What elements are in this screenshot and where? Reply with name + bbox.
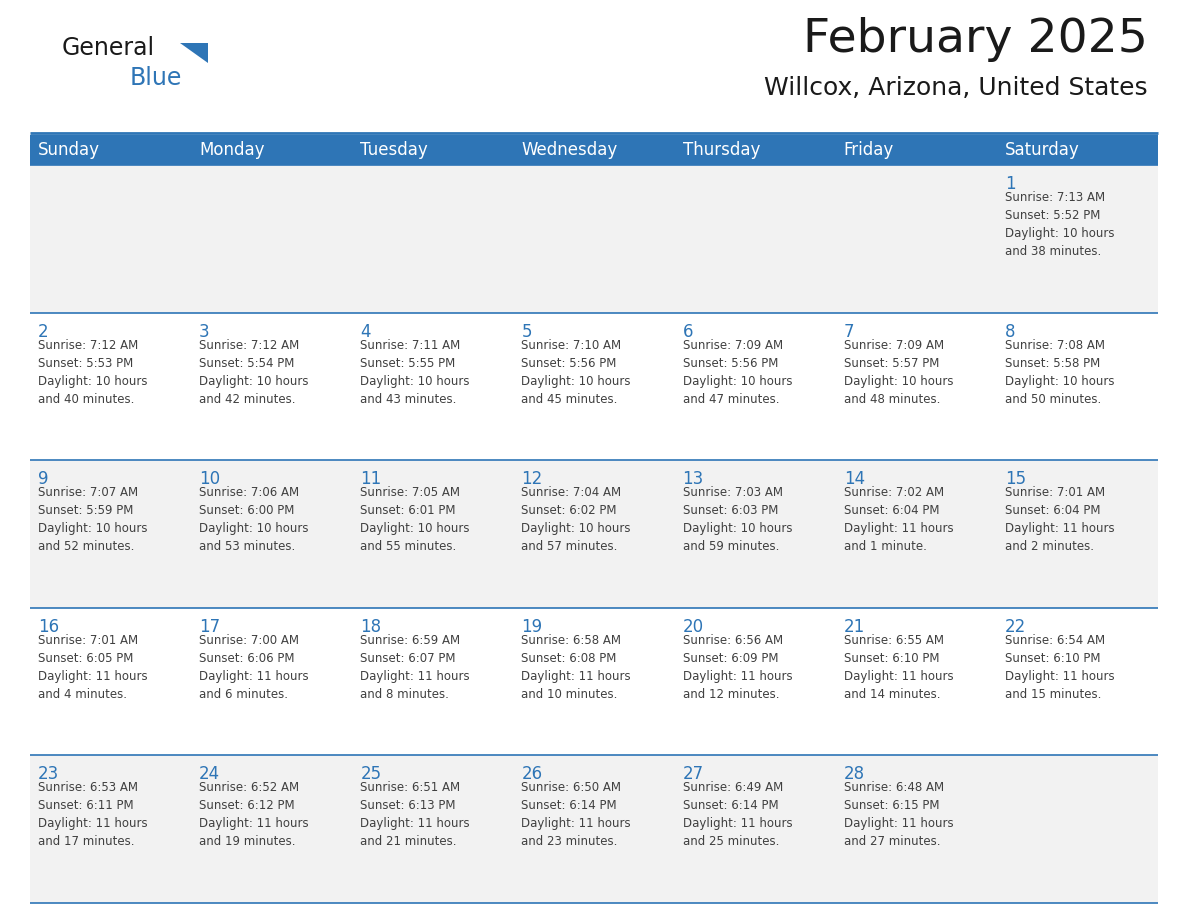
Text: 20: 20 <box>683 618 703 636</box>
Text: 12: 12 <box>522 470 543 488</box>
Text: Sunrise: 6:52 AM
Sunset: 6:12 PM
Daylight: 11 hours
and 19 minutes.: Sunrise: 6:52 AM Sunset: 6:12 PM Dayligh… <box>200 781 309 848</box>
Text: Thursday: Thursday <box>683 141 760 159</box>
Text: Sunrise: 7:01 AM
Sunset: 6:05 PM
Daylight: 11 hours
and 4 minutes.: Sunrise: 7:01 AM Sunset: 6:05 PM Dayligh… <box>38 633 147 700</box>
Text: General: General <box>62 36 156 60</box>
Text: 10: 10 <box>200 470 220 488</box>
Text: 22: 22 <box>1005 618 1026 636</box>
Text: 15: 15 <box>1005 470 1026 488</box>
Text: 5: 5 <box>522 322 532 341</box>
Text: 4: 4 <box>360 322 371 341</box>
Text: Sunrise: 7:03 AM
Sunset: 6:03 PM
Daylight: 10 hours
and 59 minutes.: Sunrise: 7:03 AM Sunset: 6:03 PM Dayligh… <box>683 487 792 554</box>
Text: Sunrise: 7:12 AM
Sunset: 5:53 PM
Daylight: 10 hours
and 40 minutes.: Sunrise: 7:12 AM Sunset: 5:53 PM Dayligh… <box>38 339 147 406</box>
Text: Sunrise: 7:01 AM
Sunset: 6:04 PM
Daylight: 11 hours
and 2 minutes.: Sunrise: 7:01 AM Sunset: 6:04 PM Dayligh… <box>1005 487 1114 554</box>
Text: Sunrise: 7:12 AM
Sunset: 5:54 PM
Daylight: 10 hours
and 42 minutes.: Sunrise: 7:12 AM Sunset: 5:54 PM Dayligh… <box>200 339 309 406</box>
Text: Sunrise: 7:13 AM
Sunset: 5:52 PM
Daylight: 10 hours
and 38 minutes.: Sunrise: 7:13 AM Sunset: 5:52 PM Dayligh… <box>1005 191 1114 258</box>
Bar <box>30 608 1158 756</box>
Text: February 2025: February 2025 <box>803 17 1148 62</box>
Text: 28: 28 <box>843 766 865 783</box>
Text: 1: 1 <box>1005 175 1016 193</box>
Text: Sunrise: 6:56 AM
Sunset: 6:09 PM
Daylight: 11 hours
and 12 minutes.: Sunrise: 6:56 AM Sunset: 6:09 PM Dayligh… <box>683 633 792 700</box>
Text: 26: 26 <box>522 766 543 783</box>
Text: 16: 16 <box>38 618 59 636</box>
Text: 17: 17 <box>200 618 220 636</box>
Text: Sunday: Sunday <box>38 141 100 159</box>
Bar <box>30 165 1158 313</box>
Text: Sunrise: 7:00 AM
Sunset: 6:06 PM
Daylight: 11 hours
and 6 minutes.: Sunrise: 7:00 AM Sunset: 6:06 PM Dayligh… <box>200 633 309 700</box>
Text: Sunrise: 7:09 AM
Sunset: 5:57 PM
Daylight: 10 hours
and 48 minutes.: Sunrise: 7:09 AM Sunset: 5:57 PM Dayligh… <box>843 339 953 406</box>
Text: Sunrise: 6:59 AM
Sunset: 6:07 PM
Daylight: 11 hours
and 8 minutes.: Sunrise: 6:59 AM Sunset: 6:07 PM Dayligh… <box>360 633 470 700</box>
Text: Sunrise: 6:50 AM
Sunset: 6:14 PM
Daylight: 11 hours
and 23 minutes.: Sunrise: 6:50 AM Sunset: 6:14 PM Dayligh… <box>522 781 631 848</box>
Text: Sunrise: 7:10 AM
Sunset: 5:56 PM
Daylight: 10 hours
and 45 minutes.: Sunrise: 7:10 AM Sunset: 5:56 PM Dayligh… <box>522 339 631 406</box>
Text: 14: 14 <box>843 470 865 488</box>
Text: Saturday: Saturday <box>1005 141 1080 159</box>
Text: Tuesday: Tuesday <box>360 141 428 159</box>
Text: Sunrise: 6:55 AM
Sunset: 6:10 PM
Daylight: 11 hours
and 14 minutes.: Sunrise: 6:55 AM Sunset: 6:10 PM Dayligh… <box>843 633 953 700</box>
Text: Monday: Monday <box>200 141 265 159</box>
Text: Sunrise: 6:54 AM
Sunset: 6:10 PM
Daylight: 11 hours
and 15 minutes.: Sunrise: 6:54 AM Sunset: 6:10 PM Dayligh… <box>1005 633 1114 700</box>
Text: Sunrise: 7:02 AM
Sunset: 6:04 PM
Daylight: 11 hours
and 1 minute.: Sunrise: 7:02 AM Sunset: 6:04 PM Dayligh… <box>843 487 953 554</box>
Text: 19: 19 <box>522 618 543 636</box>
Text: Sunrise: 7:09 AM
Sunset: 5:56 PM
Daylight: 10 hours
and 47 minutes.: Sunrise: 7:09 AM Sunset: 5:56 PM Dayligh… <box>683 339 792 406</box>
Text: Sunrise: 7:05 AM
Sunset: 6:01 PM
Daylight: 10 hours
and 55 minutes.: Sunrise: 7:05 AM Sunset: 6:01 PM Dayligh… <box>360 487 469 554</box>
Text: Friday: Friday <box>843 141 893 159</box>
Text: Blue: Blue <box>129 66 183 90</box>
Text: Sunrise: 7:08 AM
Sunset: 5:58 PM
Daylight: 10 hours
and 50 minutes.: Sunrise: 7:08 AM Sunset: 5:58 PM Dayligh… <box>1005 339 1114 406</box>
Text: Wednesday: Wednesday <box>522 141 618 159</box>
Text: Sunrise: 6:51 AM
Sunset: 6:13 PM
Daylight: 11 hours
and 21 minutes.: Sunrise: 6:51 AM Sunset: 6:13 PM Dayligh… <box>360 781 470 848</box>
Text: Sunrise: 7:11 AM
Sunset: 5:55 PM
Daylight: 10 hours
and 43 minutes.: Sunrise: 7:11 AM Sunset: 5:55 PM Dayligh… <box>360 339 469 406</box>
Text: 27: 27 <box>683 766 703 783</box>
Bar <box>30 460 1158 608</box>
Text: Sunrise: 7:04 AM
Sunset: 6:02 PM
Daylight: 10 hours
and 57 minutes.: Sunrise: 7:04 AM Sunset: 6:02 PM Dayligh… <box>522 487 631 554</box>
Text: Sunrise: 6:53 AM
Sunset: 6:11 PM
Daylight: 11 hours
and 17 minutes.: Sunrise: 6:53 AM Sunset: 6:11 PM Dayligh… <box>38 781 147 848</box>
Text: 11: 11 <box>360 470 381 488</box>
Text: 24: 24 <box>200 766 220 783</box>
Polygon shape <box>181 43 208 63</box>
Text: 25: 25 <box>360 766 381 783</box>
Text: Sunrise: 6:49 AM
Sunset: 6:14 PM
Daylight: 11 hours
and 25 minutes.: Sunrise: 6:49 AM Sunset: 6:14 PM Dayligh… <box>683 781 792 848</box>
Text: 13: 13 <box>683 470 703 488</box>
Text: 18: 18 <box>360 618 381 636</box>
Bar <box>30 313 1158 460</box>
Text: 7: 7 <box>843 322 854 341</box>
Text: 6: 6 <box>683 322 693 341</box>
Text: Sunrise: 7:06 AM
Sunset: 6:00 PM
Daylight: 10 hours
and 53 minutes.: Sunrise: 7:06 AM Sunset: 6:00 PM Dayligh… <box>200 487 309 554</box>
Text: Willcox, Arizona, United States: Willcox, Arizona, United States <box>764 76 1148 100</box>
Text: 23: 23 <box>38 766 59 783</box>
Text: Sunrise: 6:48 AM
Sunset: 6:15 PM
Daylight: 11 hours
and 27 minutes.: Sunrise: 6:48 AM Sunset: 6:15 PM Dayligh… <box>843 781 953 848</box>
Text: Sunrise: 6:58 AM
Sunset: 6:08 PM
Daylight: 11 hours
and 10 minutes.: Sunrise: 6:58 AM Sunset: 6:08 PM Dayligh… <box>522 633 631 700</box>
Text: 3: 3 <box>200 322 210 341</box>
Text: 2: 2 <box>38 322 49 341</box>
Text: 9: 9 <box>38 470 49 488</box>
Text: 8: 8 <box>1005 322 1016 341</box>
Text: 21: 21 <box>843 618 865 636</box>
Bar <box>30 135 1158 165</box>
Text: Sunrise: 7:07 AM
Sunset: 5:59 PM
Daylight: 10 hours
and 52 minutes.: Sunrise: 7:07 AM Sunset: 5:59 PM Dayligh… <box>38 487 147 554</box>
Bar <box>30 756 1158 903</box>
